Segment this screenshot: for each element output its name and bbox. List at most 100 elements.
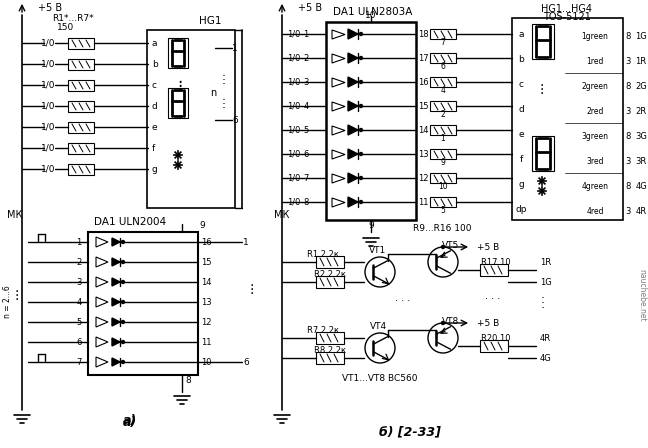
Text: 10: 10	[201, 358, 211, 366]
Text: R2 2.2к: R2 2.2к	[314, 270, 346, 279]
Polygon shape	[112, 278, 120, 286]
Text: .: .	[15, 289, 19, 303]
Bar	[147, 30, 235, 208]
Polygon shape	[332, 198, 345, 207]
Text: R1 2.2к: R1 2.2к	[307, 250, 339, 258]
Bar	[316, 332, 344, 344]
Text: 3green: 3green	[581, 132, 608, 141]
Text: 3: 3	[625, 156, 631, 165]
Text: a: a	[152, 39, 157, 47]
Text: 2green: 2green	[581, 82, 608, 90]
Text: 1: 1	[441, 134, 445, 142]
Polygon shape	[96, 357, 108, 367]
Circle shape	[360, 33, 362, 35]
Circle shape	[428, 247, 458, 277]
Circle shape	[360, 177, 362, 180]
Bar	[430, 149, 456, 159]
Text: VT1: VT1	[369, 246, 387, 254]
Text: 4G: 4G	[540, 353, 551, 362]
Polygon shape	[348, 197, 358, 207]
Text: n: n	[210, 88, 216, 98]
Text: R1*...R7*: R1*...R7*	[52, 13, 93, 22]
Text: +5 В: +5 В	[477, 242, 499, 251]
Polygon shape	[112, 298, 120, 306]
Text: .: .	[250, 275, 254, 289]
Text: .: .	[15, 281, 19, 295]
Text: 4: 4	[303, 102, 308, 111]
Text: 11: 11	[201, 337, 211, 346]
Circle shape	[441, 246, 445, 249]
Text: .: .	[540, 79, 544, 93]
Bar	[326, 22, 416, 220]
Text: 9: 9	[368, 220, 374, 229]
Text: R20 10: R20 10	[481, 333, 511, 343]
Text: 8: 8	[625, 181, 631, 190]
Bar	[480, 340, 508, 352]
Polygon shape	[348, 173, 358, 183]
Text: а): а)	[123, 414, 137, 426]
Text: 2R: 2R	[636, 107, 647, 116]
Text: .: .	[178, 69, 183, 87]
Bar	[88, 232, 198, 375]
Bar	[316, 256, 344, 268]
Bar	[68, 80, 94, 91]
Text: 4red: 4red	[586, 207, 604, 215]
Text: 13: 13	[418, 150, 428, 159]
Text: 3: 3	[625, 56, 631, 65]
Text: 5: 5	[303, 125, 308, 134]
Text: 2: 2	[76, 258, 82, 267]
Text: a: a	[518, 30, 524, 39]
Bar	[316, 352, 344, 364]
Circle shape	[122, 320, 124, 323]
Text: 3red: 3red	[586, 156, 604, 165]
Text: 1/0: 1/0	[287, 102, 301, 111]
Text: TOS-5121: TOS-5121	[543, 12, 591, 22]
Polygon shape	[96, 337, 108, 347]
Text: .: .	[178, 73, 183, 91]
Text: dp: dp	[515, 204, 527, 214]
Text: .: .	[250, 283, 254, 297]
Circle shape	[365, 333, 395, 363]
Text: .: .	[222, 73, 226, 86]
Polygon shape	[332, 102, 345, 111]
Text: МК: МК	[274, 210, 290, 220]
Text: 10: 10	[438, 181, 448, 190]
Circle shape	[122, 260, 124, 263]
Text: .: .	[540, 83, 544, 97]
Text: d: d	[518, 104, 524, 113]
Text: 3: 3	[625, 207, 631, 215]
Circle shape	[122, 241, 124, 244]
Polygon shape	[112, 258, 120, 266]
Text: 1: 1	[243, 237, 249, 246]
Text: VT8: VT8	[443, 316, 459, 326]
Text: 15: 15	[418, 102, 428, 111]
Polygon shape	[348, 53, 358, 63]
Circle shape	[441, 322, 445, 324]
Text: 3: 3	[76, 277, 82, 287]
Polygon shape	[348, 29, 358, 39]
Text: 8: 8	[625, 132, 631, 141]
Bar	[168, 38, 188, 68]
Text: 1/0: 1/0	[287, 198, 301, 207]
Text: VT5: VT5	[443, 241, 459, 250]
Bar	[430, 77, 456, 87]
Bar	[68, 59, 94, 70]
Text: 1/0: 1/0	[41, 60, 55, 69]
Text: .: .	[541, 288, 545, 301]
Text: 4: 4	[441, 86, 445, 95]
Bar	[316, 276, 344, 288]
Circle shape	[428, 323, 458, 353]
Text: .: .	[222, 65, 226, 78]
Text: 12: 12	[418, 173, 428, 182]
Text: R17 10: R17 10	[481, 258, 511, 267]
Text: 3: 3	[625, 107, 631, 116]
Text: 5: 5	[441, 206, 445, 215]
Text: b: b	[518, 55, 524, 64]
Circle shape	[360, 152, 362, 155]
Polygon shape	[112, 238, 120, 246]
Polygon shape	[348, 125, 358, 135]
Circle shape	[360, 129, 362, 132]
Circle shape	[360, 56, 362, 60]
Text: HG1: HG1	[199, 16, 221, 26]
Polygon shape	[348, 101, 358, 111]
